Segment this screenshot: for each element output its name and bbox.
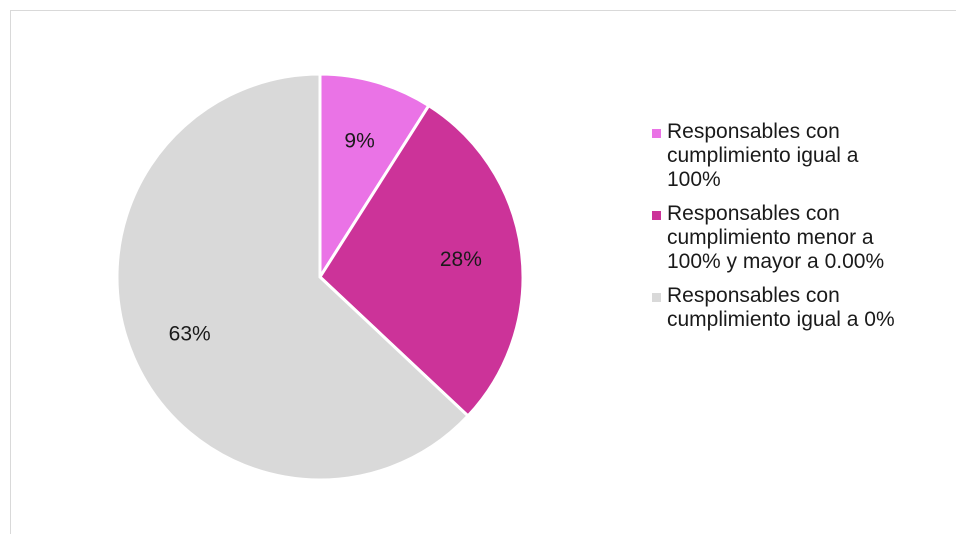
legend-item-1: Responsables con cumplimiento igual a 10… [652, 120, 952, 192]
chart-legend: Responsables con cumplimiento igual a 10… [652, 120, 952, 342]
legend-swatch-3 [652, 293, 661, 302]
slice-label-1: 9% [344, 130, 374, 153]
legend-swatch-2 [652, 211, 661, 220]
pie-slice-2 [318, 103, 525, 419]
chart-frame [10, 10, 956, 534]
legend-label-1: Responsables con cumplimiento igual a 10… [667, 120, 859, 191]
legend-swatch-1 [652, 129, 661, 138]
slice-label-3: 63% [169, 322, 211, 345]
legend-label-3: Responsables con cumplimiento igual a 0% [667, 284, 895, 331]
legend-label-2: Responsables con cumplimiento menor a 10… [667, 202, 885, 273]
pie-slice-1 [318, 72, 431, 283]
legend-item-3: Responsables con cumplimiento igual a 0% [652, 284, 952, 332]
slice-label-2: 28% [440, 248, 482, 271]
legend-item-2: Responsables con cumplimiento menor a 10… [652, 202, 952, 274]
pie-slice-3 [115, 72, 471, 482]
